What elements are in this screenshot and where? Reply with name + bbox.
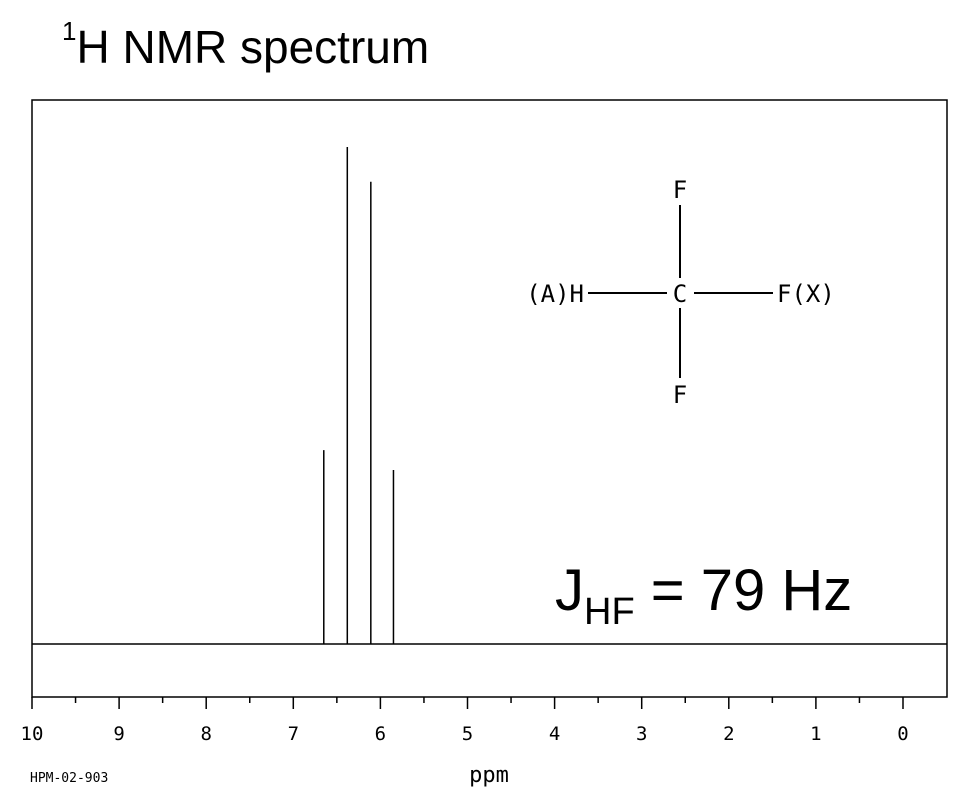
tick-label-1: 1 <box>810 723 821 745</box>
page-title: 1H NMR spectrum <box>62 16 430 74</box>
tick-label-2: 2 <box>723 723 734 745</box>
coupling-constant: JHF = 79 Hz <box>555 558 852 633</box>
atom-carbon: C <box>673 280 687 308</box>
coupling-j: J <box>555 558 584 623</box>
tick-label-4: 4 <box>549 723 560 745</box>
coupling-value: = 79 Hz <box>635 558 853 623</box>
tick-label-3: 3 <box>636 723 647 745</box>
x-axis-label: ppm <box>469 763 509 788</box>
atom-hydrogen-a: (A)H <box>526 280 584 308</box>
tick-label-9: 9 <box>113 723 124 745</box>
tick-label-6: 6 <box>375 723 386 745</box>
plot-frame <box>31 99 948 698</box>
axis-ticks-group <box>31 697 904 709</box>
atom-fluorine-x: F(X) <box>777 280 835 308</box>
molecule-structure: F C F (A)H F(X) <box>526 176 835 409</box>
spectrum-code: HPM-02-903 <box>30 771 108 786</box>
title-superscript: 1 <box>62 16 77 46</box>
tick-label-7: 7 <box>288 723 299 745</box>
atom-fluorine-bottom: F <box>673 381 687 409</box>
tick-label-5: 5 <box>462 723 473 745</box>
atom-fluorine-top: F <box>673 176 687 204</box>
title-text: H NMR spectrum <box>76 21 430 73</box>
coupling-subscript: HF <box>584 591 635 633</box>
tick-label-10: 10 <box>21 723 44 745</box>
tick-label-0: 0 <box>897 723 908 745</box>
peaks-group <box>323 147 395 644</box>
axis-tick-labels-group: 10 9 8 7 6 5 4 3 2 1 0 <box>21 723 909 745</box>
tick-label-8: 8 <box>200 723 211 745</box>
